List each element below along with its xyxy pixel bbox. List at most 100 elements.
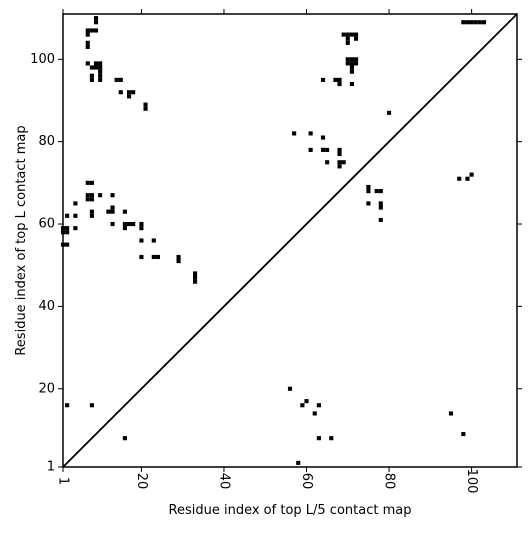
contact-top-L bbox=[143, 102, 148, 107]
contact-top-L bbox=[89, 77, 94, 82]
contact-top-L bbox=[89, 213, 94, 218]
contact-top-L5 bbox=[329, 436, 334, 441]
contact-top-L bbox=[325, 160, 330, 165]
x-tick-label: 1 bbox=[56, 477, 71, 485]
contact-top-L bbox=[65, 213, 70, 218]
contact-top-L bbox=[118, 90, 123, 95]
contact-top-L bbox=[143, 106, 148, 111]
contact-top-L bbox=[465, 176, 470, 181]
contact-top-L bbox=[353, 57, 359, 62]
contact-top-L bbox=[85, 193, 90, 198]
x-axis-label: Residue index of top L/5 contact map bbox=[169, 503, 412, 518]
x-tick-label: 20 bbox=[134, 473, 149, 490]
contact-top-L bbox=[85, 40, 90, 45]
contact-top-L bbox=[349, 32, 354, 37]
contact-top-L bbox=[73, 213, 78, 218]
contact-top-L bbox=[89, 65, 94, 70]
contact-top-L bbox=[366, 189, 371, 194]
x-tick-label: 40 bbox=[216, 473, 231, 490]
contact-top-L bbox=[89, 193, 94, 198]
contact-top-L bbox=[378, 205, 383, 210]
contact-top-L bbox=[193, 275, 198, 280]
contact-top-L bbox=[378, 217, 383, 222]
contact-top-L bbox=[89, 209, 94, 214]
contact-top-L bbox=[139, 238, 144, 243]
contact-top-L bbox=[349, 69, 354, 74]
contact-top-L bbox=[89, 28, 94, 33]
contact-top-L bbox=[193, 271, 198, 276]
x-axis-ticks: 1 20 40 60 80 100 bbox=[56, 9, 479, 494]
contact-top-L bbox=[469, 172, 474, 177]
contact-top-L bbox=[73, 226, 78, 231]
contact-top-L bbox=[126, 94, 132, 99]
contact-top-L bbox=[481, 20, 487, 25]
y-tick-label: 60 bbox=[38, 217, 55, 232]
contact-top-L bbox=[85, 32, 90, 37]
contact-top-L bbox=[65, 242, 70, 247]
contact-top-L bbox=[337, 160, 342, 165]
x-tick-label: 100 bbox=[464, 469, 479, 494]
contact-top-L bbox=[89, 73, 94, 78]
contact-top-L bbox=[333, 77, 338, 82]
contact-top-L bbox=[110, 209, 115, 214]
contact-top-L bbox=[98, 77, 103, 82]
contact-top-L bbox=[345, 57, 350, 62]
contact-top-L bbox=[139, 221, 144, 227]
contact-top-L bbox=[337, 81, 342, 87]
contact-top-L bbox=[122, 226, 127, 231]
contact-top-L bbox=[122, 221, 127, 227]
y-axis-ticks: 1 20 40 60 80 100 bbox=[30, 52, 522, 475]
contact-top-L bbox=[110, 205, 115, 210]
contact-top-L bbox=[98, 65, 103, 70]
contact-top-L bbox=[89, 197, 94, 202]
contact-top-L bbox=[320, 135, 326, 140]
contact-top-L bbox=[85, 180, 90, 185]
contact-top-L bbox=[320, 147, 326, 152]
contact-top-L bbox=[106, 209, 111, 214]
contact-top-L bbox=[193, 279, 198, 284]
contact-top-L bbox=[374, 189, 379, 194]
contact-top-L bbox=[85, 44, 90, 50]
contact-top-L bbox=[126, 221, 132, 227]
contact-top-L bbox=[65, 230, 70, 235]
contact-top-L bbox=[139, 226, 144, 231]
y-tick-label: 1 bbox=[47, 460, 55, 475]
contact-top-L bbox=[349, 65, 354, 70]
contact-top-L5 bbox=[461, 432, 466, 437]
contact-top-L5 bbox=[122, 436, 127, 441]
contact-top-L bbox=[110, 193, 115, 198]
plot-contacts bbox=[60, 16, 487, 465]
x-tick-label: 60 bbox=[299, 473, 314, 490]
contact-top-L bbox=[308, 147, 313, 152]
contact-top-L bbox=[93, 16, 99, 21]
contact-top-L bbox=[176, 259, 181, 264]
contact-top-L bbox=[98, 73, 103, 78]
contact-top-L bbox=[85, 28, 90, 33]
y-axis-label: Residue index of top L contact map bbox=[14, 125, 29, 355]
contact-top-L bbox=[325, 147, 330, 152]
contact-top-L bbox=[85, 197, 90, 202]
contact-top-L bbox=[320, 77, 326, 82]
contact-top-L5 bbox=[287, 386, 293, 391]
contact-top-L5 bbox=[312, 411, 317, 416]
contact-top-L5 bbox=[300, 403, 305, 408]
contact-top-L bbox=[131, 221, 136, 227]
contact-top-L bbox=[353, 61, 359, 66]
contact-top-L bbox=[93, 28, 99, 33]
plot-frame bbox=[62, 13, 518, 468]
contact-top-L bbox=[337, 77, 342, 82]
contact-top-L bbox=[345, 61, 350, 66]
contact-top-L bbox=[345, 32, 350, 37]
contact-top-L bbox=[93, 20, 99, 25]
contact-top-L5 bbox=[296, 460, 301, 465]
contact-top-L bbox=[85, 61, 90, 66]
contact-top-L bbox=[349, 57, 354, 62]
x-tick-label: 80 bbox=[382, 473, 397, 490]
contact-top-L bbox=[176, 254, 181, 260]
y-tick-label: 100 bbox=[30, 52, 55, 67]
contact-top-L5 bbox=[304, 399, 309, 404]
plot-diagonal bbox=[62, 13, 518, 468]
contact-top-L bbox=[65, 226, 70, 231]
contact-top-L bbox=[126, 90, 132, 95]
